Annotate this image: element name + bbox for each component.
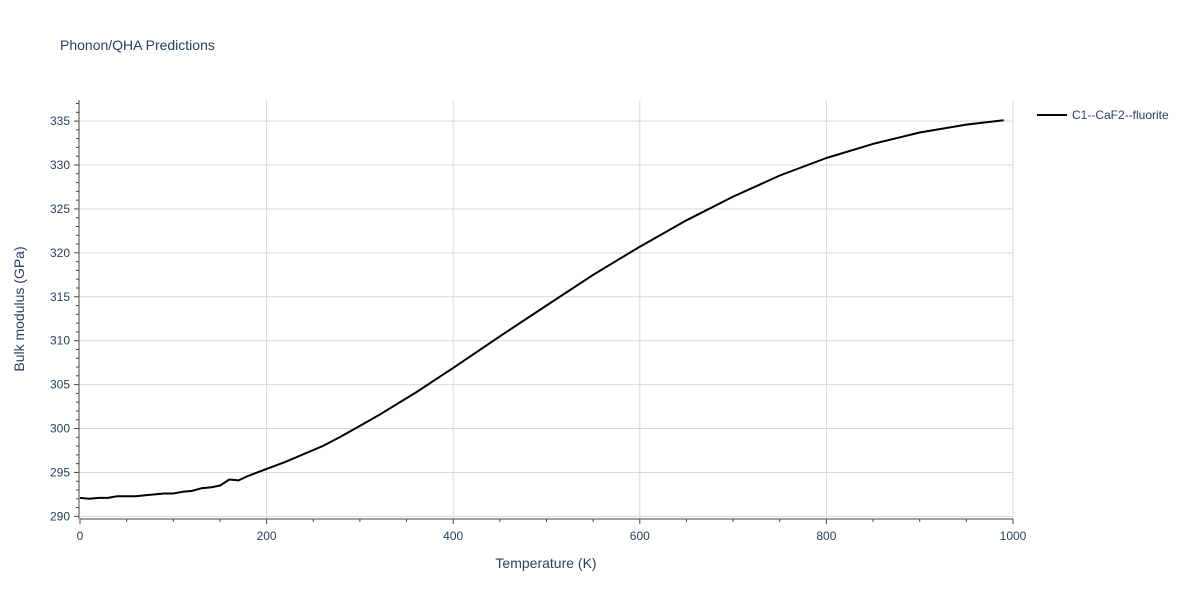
y-tick-label: 325 bbox=[50, 202, 70, 216]
x-tick-label: 800 bbox=[816, 529, 836, 543]
tick-labels: 0 200 400 600 800 1000 290 295 300 305 310 315 320 32… bbox=[50, 114, 1027, 543]
y-tick-label: 290 bbox=[50, 509, 70, 523]
series-layer bbox=[79, 119, 1004, 500]
legend-label: C1--CaF2--fluorite bbox=[1072, 108, 1169, 122]
x-tick-label: 400 bbox=[443, 529, 463, 543]
series-line[interactable] bbox=[79, 119, 1004, 500]
y-axis-title: Bulk modulus (GPa) bbox=[11, 246, 27, 371]
chart-title: Phonon/QHA Predictions bbox=[60, 37, 215, 53]
x-tick-label: 600 bbox=[630, 529, 650, 543]
axes bbox=[74, 100, 1014, 524]
y-tick-label: 330 bbox=[50, 158, 70, 172]
x-tick-label: 200 bbox=[257, 529, 277, 543]
y-tick-label: 295 bbox=[50, 465, 70, 479]
y-tick-label: 310 bbox=[50, 334, 70, 348]
x-tick-label: 1000 bbox=[1000, 529, 1027, 543]
x-tick-label: 0 bbox=[77, 529, 84, 543]
grid bbox=[80, 100, 1014, 519]
x-axis-title: Temperature (K) bbox=[495, 555, 596, 571]
y-tick-label: 320 bbox=[50, 246, 70, 260]
y-tick-label: 315 bbox=[50, 290, 70, 304]
y-tick-label: 305 bbox=[50, 378, 70, 392]
y-tick-label: 335 bbox=[50, 114, 70, 128]
y-tick-label: 300 bbox=[50, 422, 70, 436]
legend[interactable]: C1--CaF2--fluorite bbox=[1037, 108, 1169, 122]
